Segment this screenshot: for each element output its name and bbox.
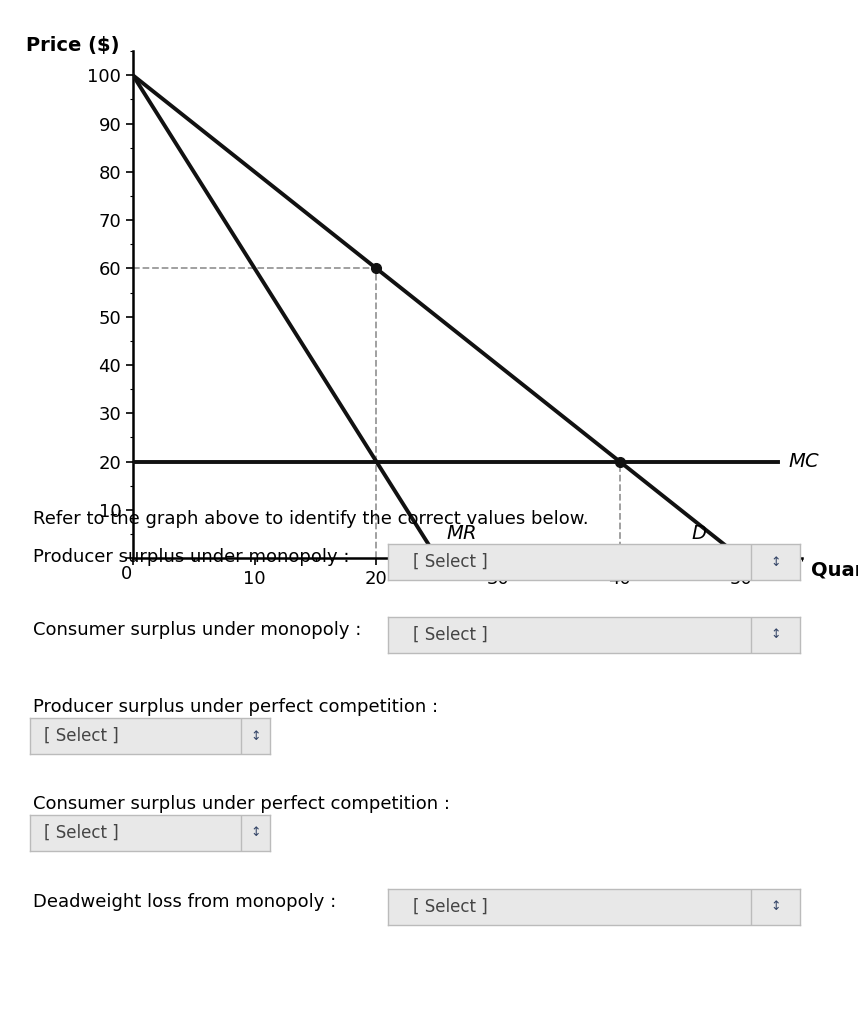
Text: $\mathit{MR}$: $\mathit{MR}$ xyxy=(446,524,477,544)
Text: Producer surplus under perfect competition :: Producer surplus under perfect competiti… xyxy=(33,698,438,716)
Text: $\mathit{D}$: $\mathit{D}$ xyxy=(691,524,707,544)
Text: [ Select ]: [ Select ] xyxy=(45,727,119,745)
Text: Price ($): Price ($) xyxy=(26,36,119,55)
Text: 0: 0 xyxy=(121,565,133,584)
Text: ↕: ↕ xyxy=(770,555,781,568)
Text: Deadweight loss from monopoly :: Deadweight loss from monopoly : xyxy=(33,893,335,911)
Text: Quantity: Quantity xyxy=(811,561,858,581)
Text: [ Select ]: [ Select ] xyxy=(413,626,487,644)
Text: ↕: ↕ xyxy=(251,729,261,742)
Text: [ Select ]: [ Select ] xyxy=(413,553,487,571)
Text: Producer surplus under monopoly :: Producer surplus under monopoly : xyxy=(33,548,349,566)
Text: ↕: ↕ xyxy=(251,826,261,840)
Text: [ Select ]: [ Select ] xyxy=(413,898,487,916)
Text: Consumer surplus under perfect competition :: Consumer surplus under perfect competiti… xyxy=(33,795,450,813)
Text: [ Select ]: [ Select ] xyxy=(45,824,119,842)
Text: ↕: ↕ xyxy=(770,900,781,913)
Text: $\mathit{MC}$: $\mathit{MC}$ xyxy=(788,452,820,471)
Text: ↕: ↕ xyxy=(770,629,781,641)
Text: Consumer surplus under monopoly :: Consumer surplus under monopoly : xyxy=(33,621,361,639)
Text: Refer to the graph above to identify the correct values below.: Refer to the graph above to identify the… xyxy=(33,510,589,528)
